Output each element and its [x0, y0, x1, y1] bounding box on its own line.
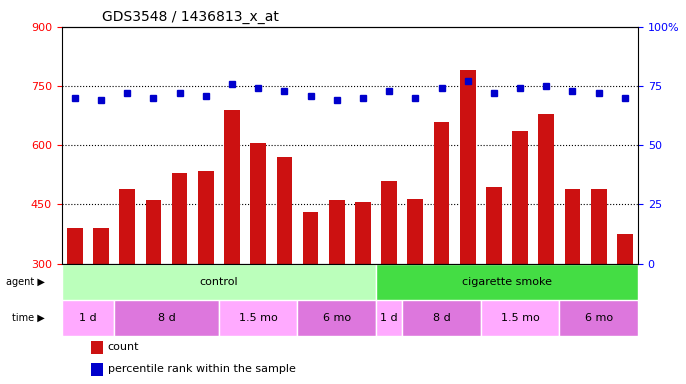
Bar [434, 122, 449, 263]
Text: percentile rank within the sample: percentile rank within the sample [108, 364, 296, 374]
Bar [376, 263, 638, 300]
Bar [565, 189, 580, 263]
Bar [145, 200, 161, 263]
Text: 6 mo: 6 mo [584, 313, 613, 323]
Text: cigarette smoke: cigarette smoke [462, 277, 552, 287]
Text: time ▶: time ▶ [12, 313, 45, 323]
Text: 1.5 mo: 1.5 mo [501, 313, 539, 323]
Text: count: count [108, 343, 139, 353]
Bar [119, 189, 135, 263]
Text: GDS3548 / 1436813_x_at: GDS3548 / 1436813_x_at [102, 10, 279, 25]
Text: 1 d: 1 d [380, 313, 398, 323]
Bar [539, 114, 554, 263]
Bar [219, 300, 298, 336]
Bar [376, 300, 402, 336]
Bar [460, 70, 475, 263]
Bar [93, 228, 109, 263]
Bar [62, 263, 376, 300]
Text: 1.5 mo: 1.5 mo [239, 313, 278, 323]
Bar [62, 300, 114, 336]
Text: 1 d: 1 d [79, 313, 97, 323]
Text: control: control [200, 277, 238, 287]
Bar [91, 341, 103, 354]
Text: 8 d: 8 d [158, 313, 176, 323]
Text: agent ▶: agent ▶ [5, 277, 45, 287]
Bar [303, 212, 318, 263]
Bar [276, 157, 292, 263]
Bar [67, 228, 83, 263]
Bar [402, 300, 481, 336]
Text: 8 d: 8 d [433, 313, 451, 323]
Bar [512, 131, 528, 263]
Bar [355, 202, 371, 263]
Bar [329, 200, 344, 263]
Bar [298, 300, 376, 336]
Bar [486, 187, 501, 263]
Bar [250, 143, 266, 263]
Bar [381, 181, 397, 263]
Bar [91, 362, 103, 376]
Bar [114, 300, 219, 336]
Text: 6 mo: 6 mo [322, 313, 351, 323]
Bar [559, 300, 638, 336]
Bar [172, 173, 187, 263]
Bar [224, 110, 240, 263]
Bar [481, 300, 559, 336]
Bar [198, 171, 213, 263]
Bar [617, 234, 632, 263]
Bar [591, 189, 606, 263]
Bar [407, 199, 423, 263]
